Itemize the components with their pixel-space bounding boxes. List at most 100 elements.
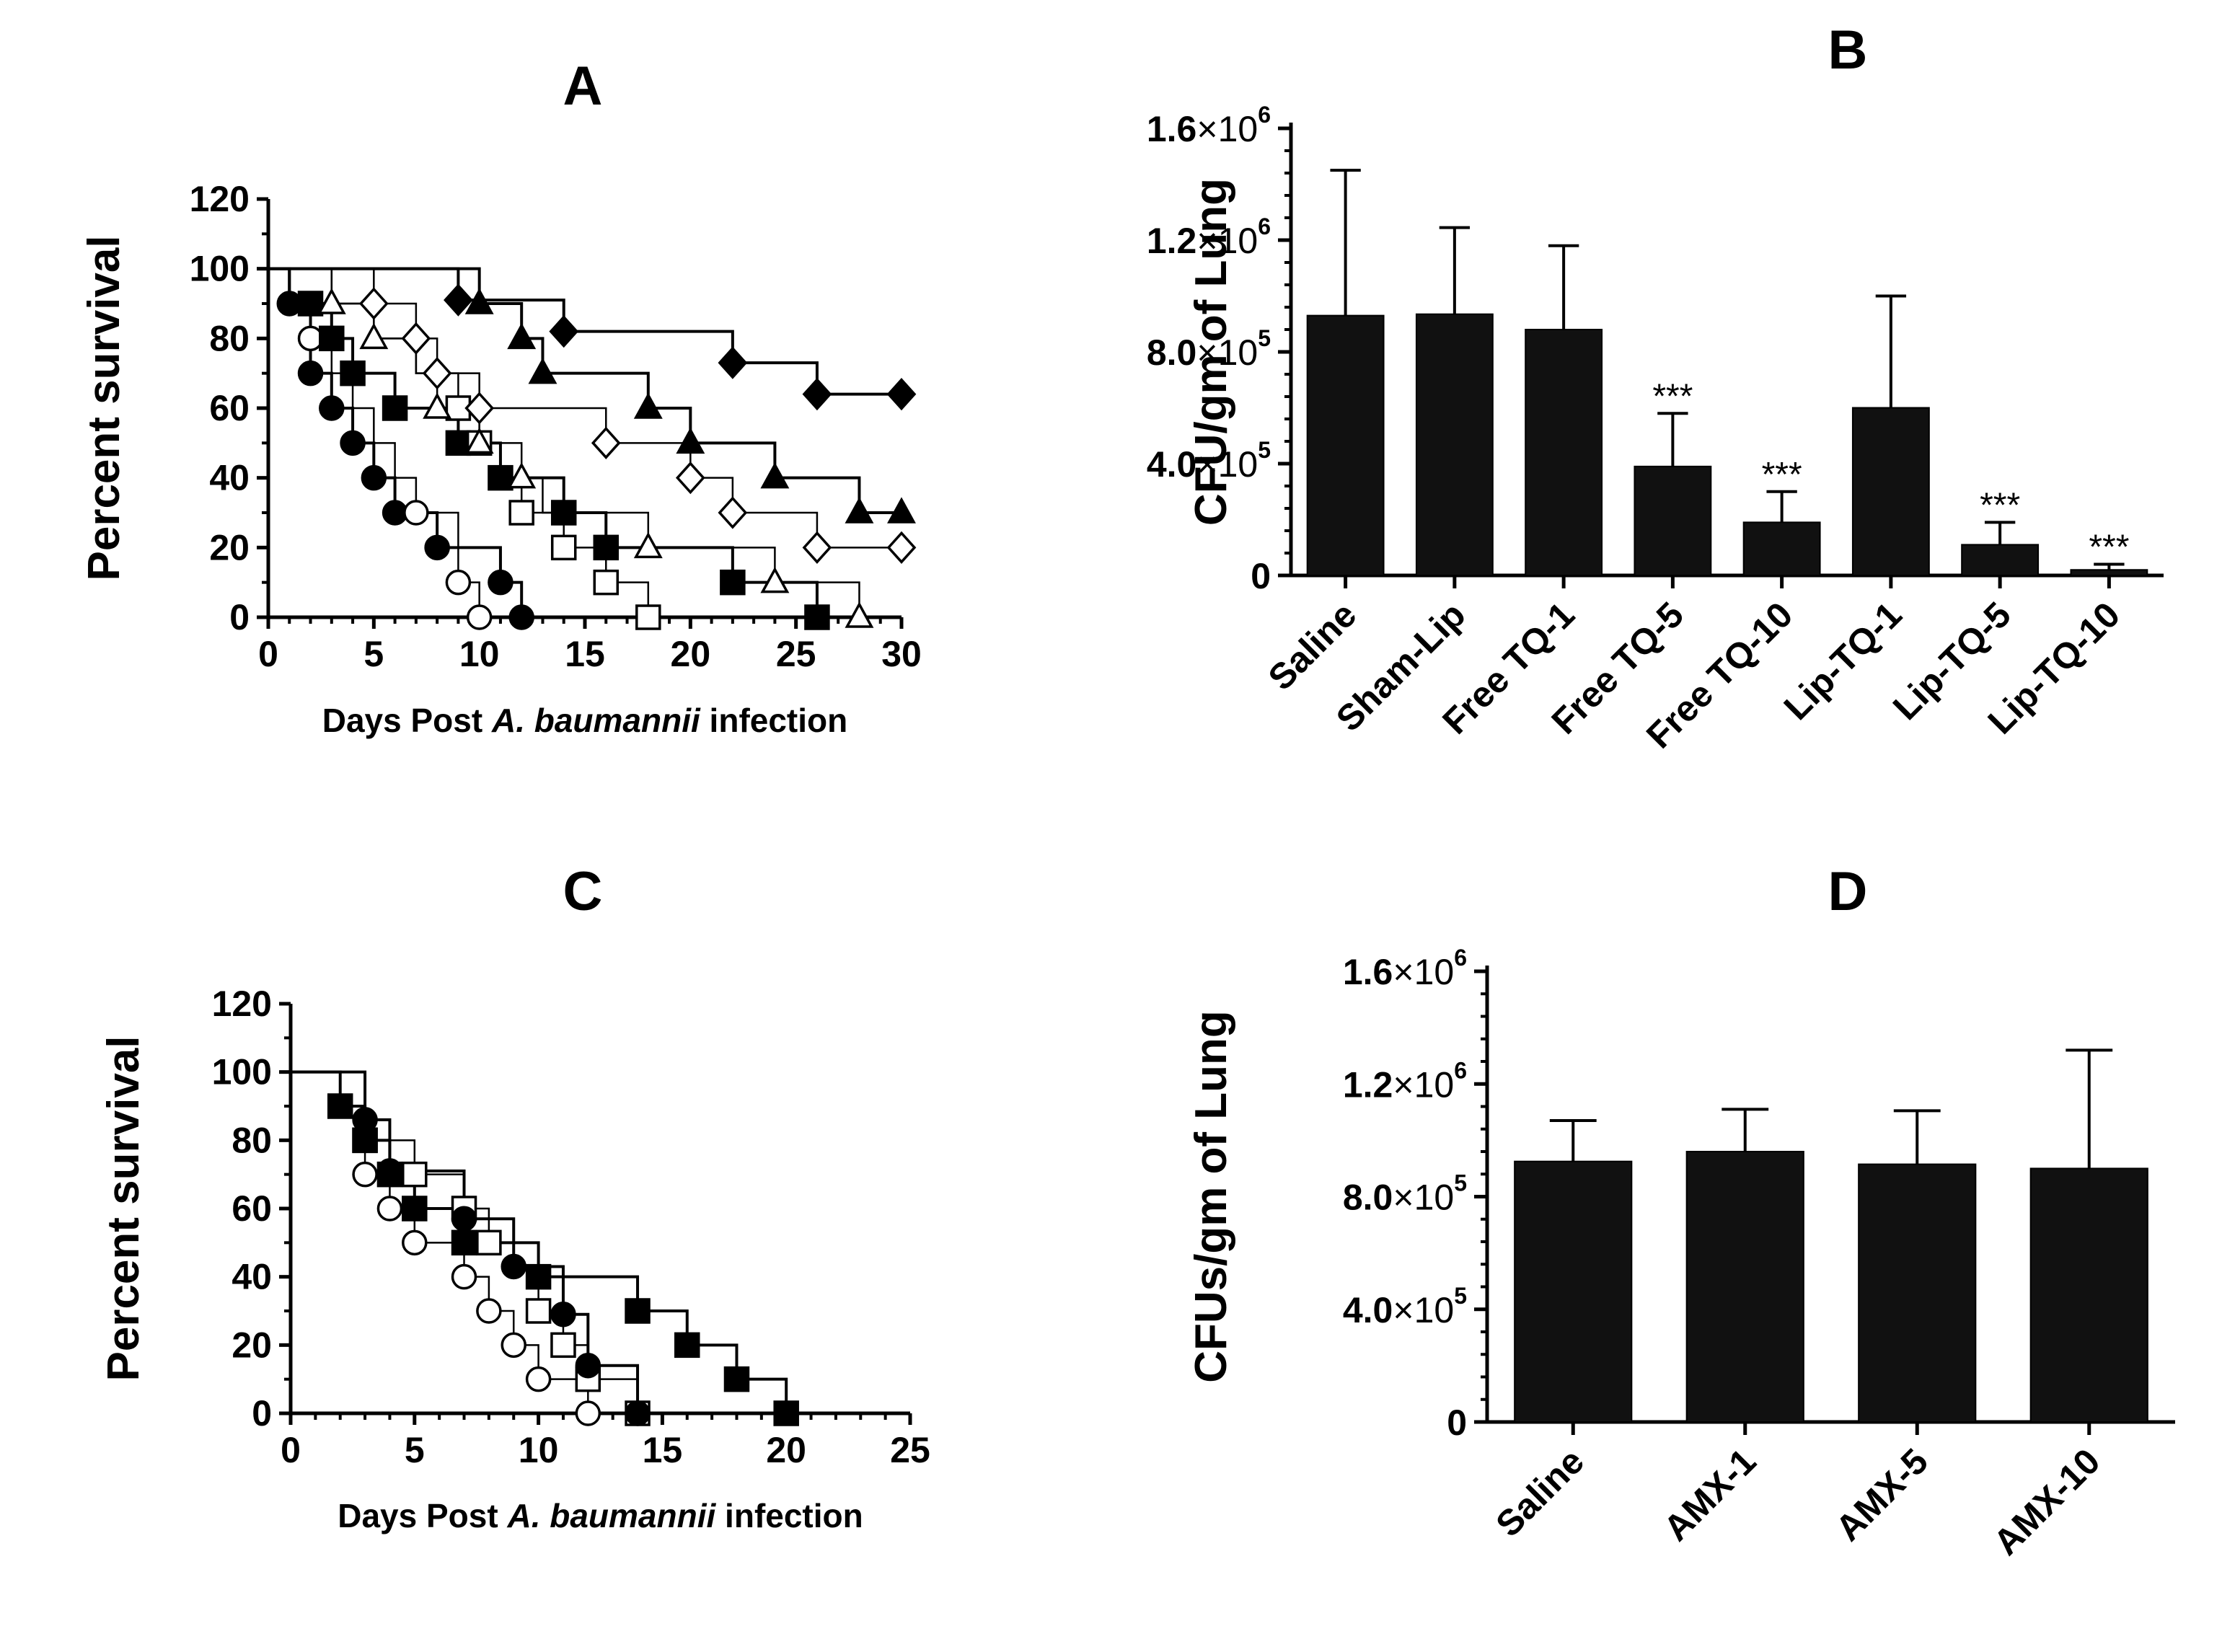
marker-open-square <box>402 1161 428 1188</box>
y-tick-mantissa: 4.0 <box>1147 444 1197 485</box>
panel-a: A 0 20 40 60 80 100 120 0 5 10 15 20 25 30 Percent surv… <box>79 56 922 739</box>
y-tick-times: ×10 <box>1196 221 1258 261</box>
y-tick-times: ×10 <box>1393 1064 1454 1105</box>
bar-saline <box>1514 1160 1633 1423</box>
y-tick-label: 20 <box>209 527 250 567</box>
y-tick-label: 60 <box>209 388 250 428</box>
y-tick-times: ×10 <box>1196 332 1258 373</box>
y-tick-mantissa: 0 <box>1447 1403 1467 1443</box>
marker-filled-square <box>327 1093 353 1119</box>
x-tick-label: 0 <box>258 634 278 674</box>
y-tick-label: 4.0×105 <box>1147 437 1271 485</box>
y-tick-label: 80 <box>209 318 250 358</box>
marker-filled-square <box>340 360 366 387</box>
x-tick-label: 15 <box>643 1430 683 1470</box>
marker-open-diamond <box>422 357 452 390</box>
y-tick-label: 1.6×106 <box>1147 102 1271 149</box>
y-tick-label: 100 <box>212 1052 272 1092</box>
x-tick-label: 5 <box>405 1430 425 1470</box>
x-axis-label-part: Days Post <box>322 702 492 739</box>
y-tick-times: ×10 <box>1393 1290 1454 1330</box>
x-tick-label: 10 <box>459 634 500 674</box>
marker-filled-diamond <box>802 378 832 411</box>
y-tick-mantissa: 4.0 <box>1343 1290 1393 1330</box>
y-tick-label: 40 <box>209 458 250 498</box>
marker-filled-circle <box>424 534 450 561</box>
category-label: AMX-1 <box>1656 1441 1764 1549</box>
marker-open-circle <box>476 1298 502 1324</box>
marker-open-triangle <box>507 462 537 489</box>
panel-letter: B <box>1828 19 1868 81</box>
significance-annotation: *** <box>1652 377 1693 415</box>
y-tick-exponent: 5 <box>1454 1283 1467 1309</box>
marker-filled-square <box>773 1400 799 1426</box>
bar-lip-tq-10 <box>2070 569 2148 576</box>
marker-filled-triangle <box>528 358 557 384</box>
panel-letter: D <box>1828 861 1868 922</box>
marker-open-circle <box>575 1400 601 1426</box>
x-axis-label-part: Days Post <box>338 1497 507 1534</box>
marker-open-triangle <box>317 288 346 314</box>
y-tick-mantissa: 1.6 <box>1343 952 1393 992</box>
marker-filled-square <box>723 1366 750 1392</box>
category-label: Saline <box>1488 1441 1592 1545</box>
y-axis-label: CFUs/gm of Lung <box>1186 1010 1236 1383</box>
panel-c: C 0 20 40 60 80 100 120 0 5 10 15 20 25 Percent surviv… <box>99 861 930 1534</box>
marker-open-diamond <box>358 287 389 320</box>
y-tick-label: 8.0×105 <box>1147 325 1271 373</box>
y-tick-exponent: 5 <box>1258 325 1271 351</box>
bar-lip-tq-1 <box>1851 407 1930 576</box>
y-tick-exponent: 6 <box>1258 102 1271 128</box>
marker-filled-triangle <box>633 392 663 419</box>
y-tick-exponent: 6 <box>1454 945 1467 971</box>
y-tick-label: 0 <box>1251 556 1271 596</box>
x-tick-label: 0 <box>281 1430 301 1470</box>
marker-filled-triangle <box>464 288 494 314</box>
marker-open-circle <box>501 1332 526 1359</box>
y-tick-label: 120 <box>190 179 250 219</box>
marker-filled-square <box>352 1127 378 1154</box>
marker-filled-square <box>550 500 577 526</box>
marker-open-circle <box>451 1263 477 1290</box>
marker-open-circle <box>297 325 324 352</box>
bar-free-tq-10 <box>1742 521 1821 576</box>
marker-open-square <box>550 1332 576 1359</box>
marker-filled-circle <box>488 569 513 596</box>
y-tick-label: 4.0×105 <box>1343 1283 1467 1330</box>
x-tick-label: 25 <box>776 634 816 674</box>
marker-filled-square <box>451 1229 477 1256</box>
marker-filled-triangle <box>676 427 705 454</box>
y-tick-label: 100 <box>190 249 250 289</box>
marker-filled-circle <box>319 395 345 421</box>
y-tick-exponent: 6 <box>1258 213 1271 239</box>
x-axis-label: Days Post A. baumannii infection <box>322 702 847 739</box>
y-tick-mantissa: 1.2 <box>1343 1064 1393 1105</box>
marker-filled-square <box>376 1161 403 1188</box>
marker-filled-circle <box>297 360 324 387</box>
y-tick-label: 80 <box>232 1120 272 1160</box>
marker-filled-square <box>297 291 324 317</box>
x-tick-label: 20 <box>671 634 711 674</box>
marker-filled-square <box>525 1263 552 1290</box>
y-tick-label: 120 <box>212 984 272 1024</box>
y-tick-label: 20 <box>232 1325 272 1365</box>
marker-open-diamond <box>802 531 832 564</box>
marker-filled-square <box>625 1298 651 1324</box>
marker-open-square <box>635 604 661 630</box>
marker-filled-circle <box>340 430 366 456</box>
bar-free-tq-5 <box>1634 465 1712 576</box>
marker-open-circle <box>352 1161 378 1188</box>
y-tick-label: 60 <box>232 1188 272 1229</box>
y-tick-mantissa: 1.6 <box>1147 109 1197 149</box>
y-tick-mantissa: 8.0 <box>1343 1178 1393 1218</box>
x-axis-label-part: infection <box>700 702 847 739</box>
marker-filled-circle <box>550 1301 576 1328</box>
y-tick-label: 8.0×105 <box>1343 1170 1467 1218</box>
marker-open-square <box>525 1298 552 1324</box>
x-tick-label: 5 <box>363 634 384 674</box>
y-tick-mantissa: 8.0 <box>1147 332 1197 373</box>
marker-filled-square <box>402 1196 428 1222</box>
category-label: Saline <box>1261 594 1365 698</box>
y-tick-exponent: 6 <box>1454 1057 1467 1083</box>
